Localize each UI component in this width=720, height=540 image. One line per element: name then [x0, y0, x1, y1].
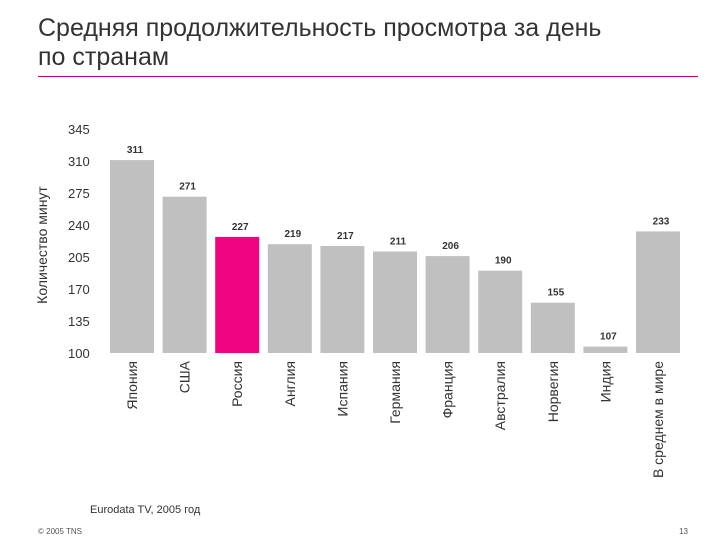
bar — [162, 196, 207, 353]
y-tick-label: 310 — [68, 154, 90, 169]
category-label: Япония — [124, 361, 140, 410]
y-tick-label: 205 — [68, 250, 90, 265]
category-label: В среднем в мире — [650, 361, 666, 478]
bar — [110, 160, 154, 353]
category-label: Австралия — [492, 361, 508, 430]
category-label: Испания — [334, 361, 350, 417]
category-label: Франция — [440, 361, 456, 418]
y-axis-label: Количество минут — [34, 186, 50, 304]
category-label: Германия — [387, 361, 403, 424]
source-note: Eurodata TV, 2005 год — [90, 504, 201, 516]
data-label: 233 — [653, 216, 670, 227]
title-divider — [38, 76, 698, 77]
category-label: Россия — [229, 361, 245, 407]
y-tick-label: 100 — [68, 346, 90, 361]
y-tick-label: 275 — [68, 186, 90, 201]
y-tick-label: 240 — [68, 218, 90, 233]
slide-title: Средняя продолжительность просмотра за д… — [38, 14, 698, 72]
bar — [267, 244, 312, 353]
page-number: 13 — [679, 527, 688, 536]
data-label: 190 — [495, 256, 512, 267]
bar — [583, 346, 628, 353]
bar — [320, 246, 365, 353]
y-tick-label: 345 — [68, 122, 90, 137]
data-label: 155 — [547, 288, 564, 299]
slide-title-line2: по странам — [38, 43, 170, 71]
bar — [425, 256, 470, 353]
copyright-text: © 2005 TNS — [38, 527, 82, 536]
bar — [373, 251, 417, 353]
category-label: Норвегия — [545, 361, 561, 422]
data-label: 211 — [390, 237, 407, 248]
bar — [478, 270, 523, 353]
data-label: 311 — [127, 145, 144, 156]
category-label: Индия — [597, 361, 613, 402]
bar — [636, 231, 680, 353]
data-label: 107 — [600, 332, 617, 343]
data-label: 271 — [179, 182, 196, 193]
data-label: 206 — [442, 241, 459, 252]
bar — [215, 236, 260, 353]
category-label: США — [177, 360, 193, 393]
data-label: 217 — [337, 231, 354, 242]
data-label: 219 — [284, 229, 301, 240]
y-tick-label: 170 — [68, 282, 90, 297]
slide-title-line1: Средняя продолжительность просмотра за д… — [38, 14, 602, 42]
category-label: Англия — [282, 361, 298, 406]
data-label: 227 — [232, 222, 249, 233]
y-tick-label: 135 — [68, 314, 90, 329]
bar — [530, 302, 575, 353]
